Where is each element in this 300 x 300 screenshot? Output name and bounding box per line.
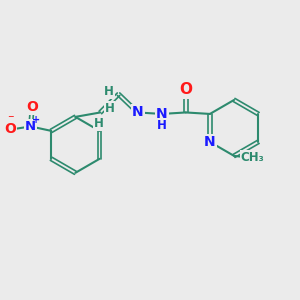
Text: H: H [94, 117, 104, 130]
Text: N: N [204, 135, 216, 149]
Text: H: H [104, 85, 114, 98]
Text: H: H [105, 101, 115, 115]
Text: N: N [156, 107, 167, 121]
Text: H: H [157, 118, 167, 132]
Text: O: O [26, 100, 38, 114]
Text: O: O [179, 82, 192, 97]
Text: N: N [25, 120, 36, 133]
Text: ⁻: ⁻ [7, 113, 14, 127]
Text: N: N [132, 106, 143, 119]
Text: O: O [4, 122, 16, 136]
Text: CH₃: CH₃ [241, 151, 265, 164]
Text: +: + [32, 115, 40, 125]
